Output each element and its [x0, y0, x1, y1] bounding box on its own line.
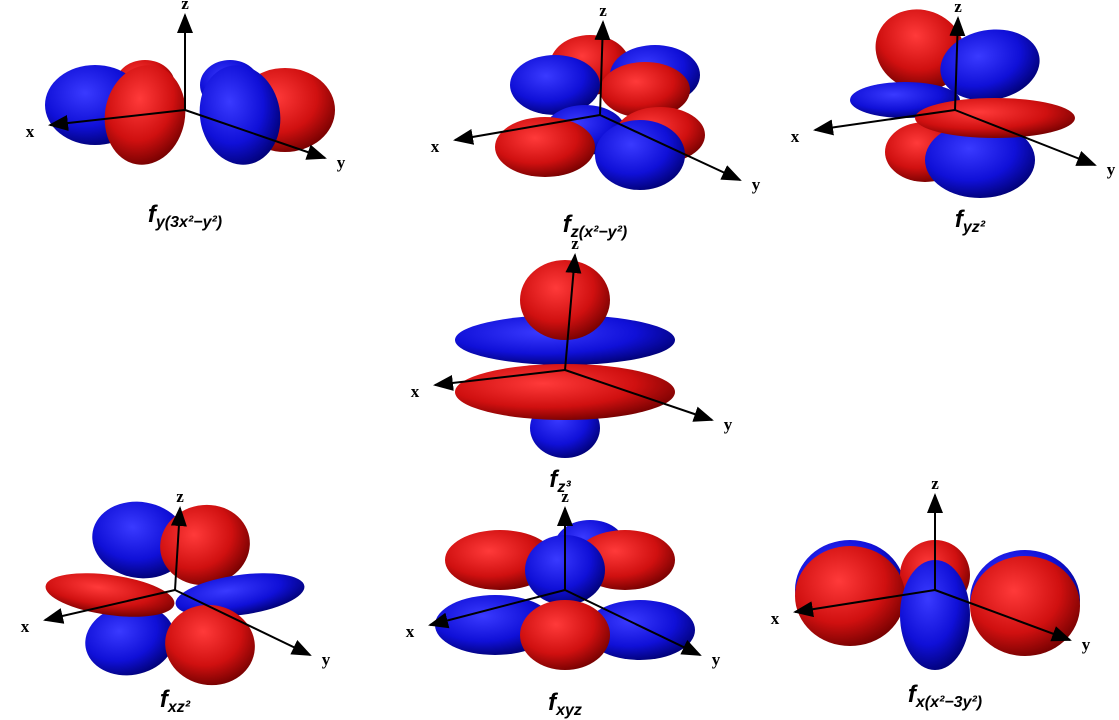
orbital-label: fy(3x²−y²): [148, 201, 222, 231]
x-axis: [813, 109, 956, 136]
lobe: [45, 573, 175, 617]
lobe: [85, 604, 175, 676]
label-main: f: [549, 466, 559, 493]
axis-label: x: [26, 122, 35, 141]
lobe: [585, 600, 695, 660]
label-sub: yz²: [962, 219, 986, 236]
axis-label: x: [431, 137, 440, 156]
x-axis: [793, 589, 936, 618]
orbital: x y z fx(x²−3y²): [771, 474, 1091, 711]
y-axis: [954, 109, 1097, 166]
y-axis: [564, 589, 702, 656]
lobe: [520, 600, 610, 670]
lobe: [455, 364, 675, 420]
y-axis: [934, 589, 1072, 642]
lobe: [495, 117, 595, 177]
label-sub: y(3x²−y²): [155, 214, 222, 231]
lobe: [510, 55, 600, 115]
axis-label: y: [724, 415, 733, 434]
lobe: [915, 98, 1075, 138]
axis-label: z: [571, 234, 579, 253]
label-sub: xz²: [167, 699, 191, 716]
orbital: x y z fz³: [411, 234, 733, 496]
axis-label: z: [931, 474, 939, 493]
lobe: [970, 556, 1080, 656]
label-main: f: [148, 201, 158, 228]
lobe: [595, 120, 685, 190]
axis-label: x: [21, 617, 30, 636]
orbital-label: fxz²: [160, 686, 191, 716]
axis-label: z: [599, 1, 607, 20]
lobe: [940, 29, 1040, 101]
label-sub: z³: [556, 479, 571, 496]
y-axis: [564, 369, 714, 422]
axis-label: z: [181, 0, 189, 13]
label-sub: xyz: [555, 702, 582, 719]
orbital-label: fyz²: [955, 206, 986, 236]
axis-label: z: [561, 487, 569, 506]
lobe: [900, 560, 970, 670]
axis-label: y: [712, 650, 721, 669]
axis-label: x: [411, 382, 420, 401]
axis-label: y: [752, 175, 761, 194]
orbital-label: fx(x²−3y²): [908, 681, 982, 711]
x-axis: [48, 109, 186, 131]
x-axis: [433, 369, 566, 391]
label-main: f: [908, 681, 918, 708]
axis-label: x: [406, 622, 415, 641]
label-main: f: [955, 206, 965, 233]
lobe: [600, 62, 690, 118]
orbital-label: fz(x²−y²): [563, 211, 627, 241]
axis-label: x: [791, 127, 800, 146]
z-axis: [170, 506, 187, 591]
lobe: [199, 65, 281, 165]
z-axis: [564, 253, 582, 371]
axis-label: z: [954, 0, 962, 16]
x-axis: [43, 589, 176, 624]
lobe: [925, 122, 1035, 198]
axis-label: x: [771, 609, 780, 628]
orbital: x y z fxz²: [21, 487, 331, 716]
lobe: [165, 604, 255, 686]
z-axis: [949, 16, 966, 111]
axis-label: y: [1107, 160, 1116, 179]
label-main: f: [548, 689, 558, 716]
y-axis: [599, 114, 742, 181]
label-main: f: [563, 211, 573, 238]
lobe: [795, 546, 905, 646]
y-axis: [174, 589, 312, 656]
axis-label: z: [176, 487, 184, 506]
orbital-label: fxyz: [548, 689, 582, 719]
orbital-label: fz³: [549, 466, 571, 496]
x-axis: [453, 114, 601, 145]
axis-label: y: [337, 153, 346, 172]
axis-label: y: [1082, 635, 1091, 654]
axis-label: y: [322, 650, 331, 669]
orbital: x y z fz(x²−y²): [431, 1, 761, 241]
label-main: f: [160, 686, 170, 713]
label-sub: z(x²−y²): [570, 224, 627, 241]
orbital: x y z fy(3x²−y²): [26, 0, 346, 231]
x-axis: [428, 589, 566, 629]
lobe: [520, 260, 610, 340]
z-axis: [594, 20, 611, 116]
label-sub: x(x²−3y²): [915, 694, 982, 711]
orbital: x y z fyz²: [791, 0, 1116, 236]
y-axis: [184, 109, 327, 160]
